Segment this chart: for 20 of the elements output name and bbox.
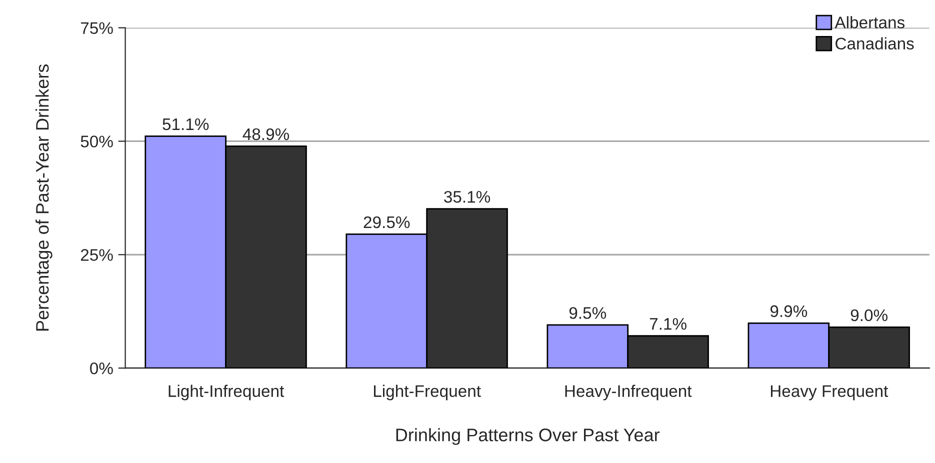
- y-axis-title: Percentage of Past-Year Drinkers: [36, 64, 52, 331]
- x-tick-label: Heavy Frequent: [770, 385, 888, 400]
- data-label: 9.0%: [850, 309, 888, 322]
- y-tick-label: 25%: [80, 249, 113, 261]
- data-label: 48.9%: [242, 128, 290, 140]
- data-label: 9.9%: [770, 305, 808, 318]
- y-tick-label: 50%: [80, 136, 113, 148]
- x-axis-title: Drinking Patterns Over Past Year: [396, 428, 660, 445]
- legend-label: Canadians: [836, 37, 914, 50]
- x-tick-label: Light-Infrequent: [168, 384, 284, 400]
- x-tick-label: Heavy-Infrequent: [565, 384, 692, 400]
- data-label: 35.1%: [444, 190, 490, 203]
- data-label: 29.5%: [364, 216, 410, 228]
- legend-label: Albertans: [834, 16, 905, 28]
- data-label: 9.5%: [569, 307, 606, 319]
- y-tick-label: 75%: [80, 22, 113, 34]
- data-label: 51.1%: [162, 118, 209, 130]
- y-tick-label: 0%: [90, 362, 113, 374]
- x-tick-label: Light-Frequent: [374, 384, 481, 400]
- data-label: 7.1%: [650, 318, 686, 330]
